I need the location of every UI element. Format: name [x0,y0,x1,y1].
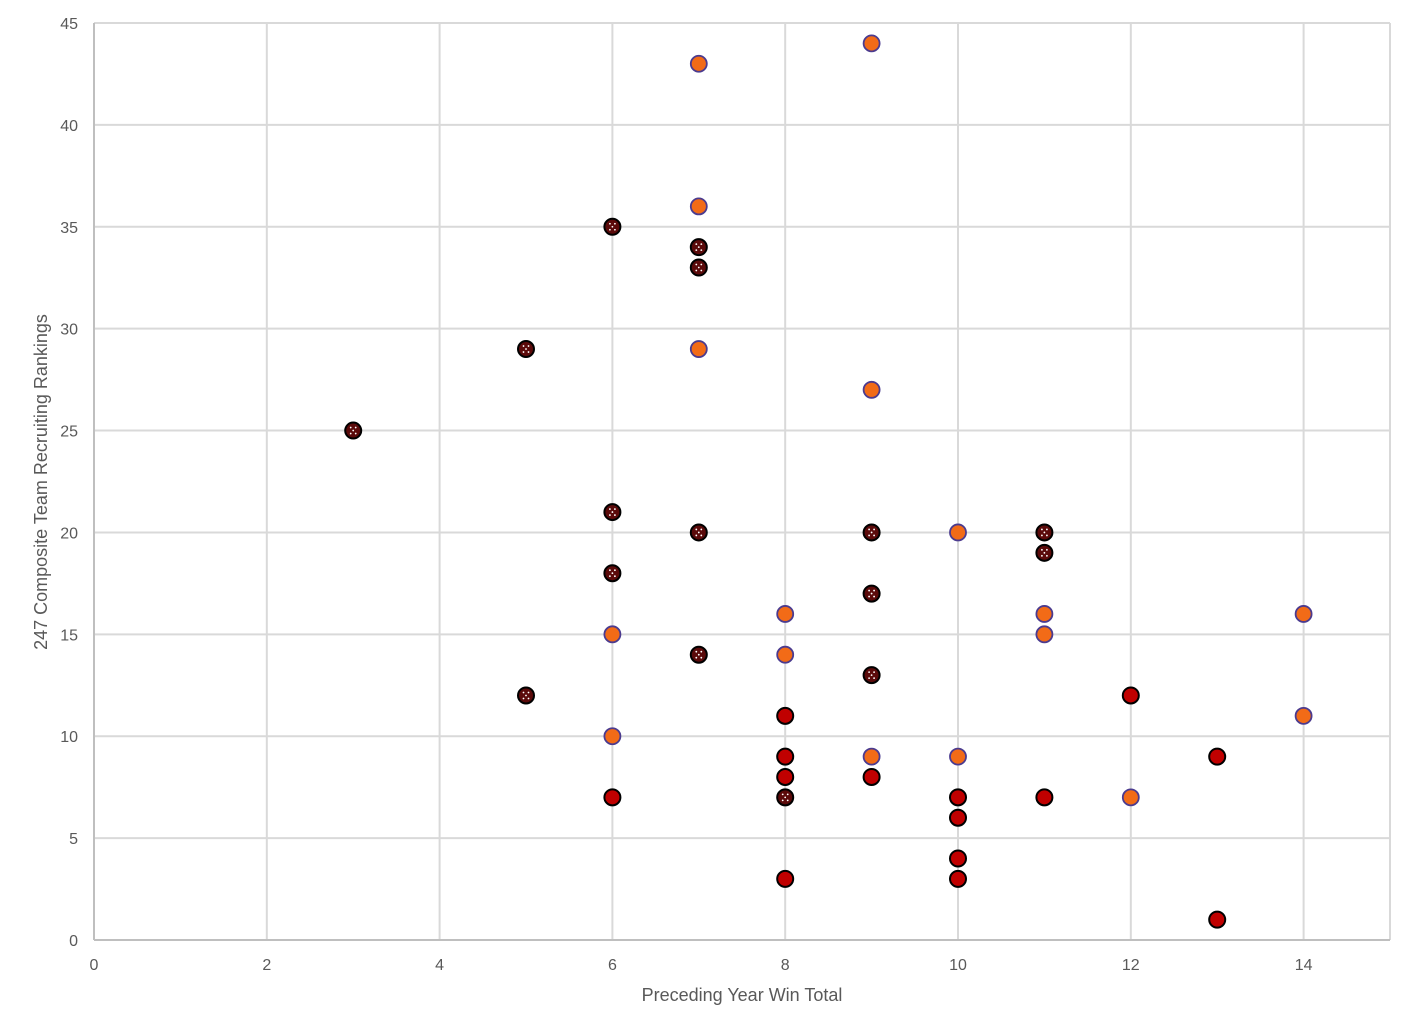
data-point-dark-maroon-dotted-11 [862,523,881,542]
y-tick-label-30: 30 [60,322,78,339]
data-point-red-6 [949,788,967,807]
x-tick-label-0: 0 [90,957,99,974]
data-point-orange-10 [949,523,967,542]
data-point-dark-maroon-dotted-9 [689,645,708,664]
data-point-dark-maroon-dotted-1 [517,340,535,359]
y-axis-title: 247 Composite Team Recruiting Rankings [31,314,51,650]
data-point-dark-maroon-dotted-15 [1035,543,1054,562]
data-point-orange-1 [603,727,622,746]
data-point-orange-9 [862,747,881,766]
data-point-red-5 [862,767,881,786]
data-point-red-4 [776,869,795,888]
data-point-red-11 [1121,686,1140,705]
data-point-dark-maroon-dotted-0 [344,421,363,440]
data-point-orange-0 [603,625,622,644]
x-tick-label-6: 6 [608,957,617,974]
x-tick-label-12: 12 [1122,957,1140,974]
data-point-orange-5 [776,605,795,623]
data-point-dark-maroon-dotted-8 [689,523,708,542]
data-point-dark-maroon-dotted-12 [862,584,881,603]
data-point-dark-maroon-dotted-5 [603,564,622,583]
data-point-dark-maroon-dotted-14 [1035,523,1054,542]
x-tick-label-10: 10 [949,957,967,974]
data-point-orange-16 [1294,706,1313,725]
y-tick-label-15: 15 [60,627,78,644]
data-point-orange-7 [862,34,881,53]
y-tick-label-35: 35 [60,220,78,237]
x-axis-title: Preceding Year Win Total [642,985,843,1005]
data-point-orange-4 [689,340,708,358]
data-point-red-8 [949,849,967,868]
gridlines [94,22,1391,940]
data-point-red-13 [1208,910,1227,929]
data-point-orange-12 [1035,605,1054,623]
y-tick-label-25: 25 [60,424,78,441]
data-point-orange-11 [949,747,967,766]
y-tick-label-20: 20 [60,525,78,542]
axes [93,23,1390,941]
data-point-orange-15 [1294,605,1313,623]
data-point-red-7 [949,808,967,827]
data-point-red-10 [1035,788,1054,807]
data-points [344,34,1313,929]
data-point-orange-3 [689,197,708,216]
data-point-orange-2 [689,54,708,73]
data-point-orange-13 [1035,625,1054,644]
data-point-dark-maroon-dotted-7 [689,258,708,277]
y-tick-label-5: 5 [69,831,78,848]
x-tick-label-4: 4 [435,957,444,974]
data-point-orange-8 [862,380,881,399]
data-point-red-2 [776,747,795,766]
data-point-dark-maroon-dotted-6 [689,238,708,257]
data-point-red-12 [1208,747,1227,766]
tick-labels: 0 2 4 6 8 10 12 14 0 5 10 15 20 25 30 35 40 45 [60,16,1312,974]
data-point-dark-maroon-dotted-2 [517,686,535,705]
x-tick-label-14: 14 [1295,957,1313,974]
data-point-red-9 [949,869,967,888]
data-point-dark-maroon-dotted-4 [603,503,622,522]
data-point-orange-6 [776,645,795,664]
y-tick-label-40: 40 [60,118,78,135]
x-tick-label-2: 2 [262,957,271,974]
data-point-dark-maroon-dotted-13 [862,666,881,685]
data-point-red-3 [776,767,795,786]
data-point-dark-maroon-dotted-3 [603,217,622,236]
data-point-red-1 [776,706,795,725]
x-tick-label-8: 8 [781,957,790,974]
y-tick-label-10: 10 [60,729,78,746]
data-point-red-0 [603,788,622,807]
data-point-orange-14 [1121,788,1140,807]
data-point-dark-maroon-dotted-10 [776,788,795,807]
y-tick-label-45: 45 [60,16,78,33]
y-tick-label-0: 0 [69,933,78,950]
